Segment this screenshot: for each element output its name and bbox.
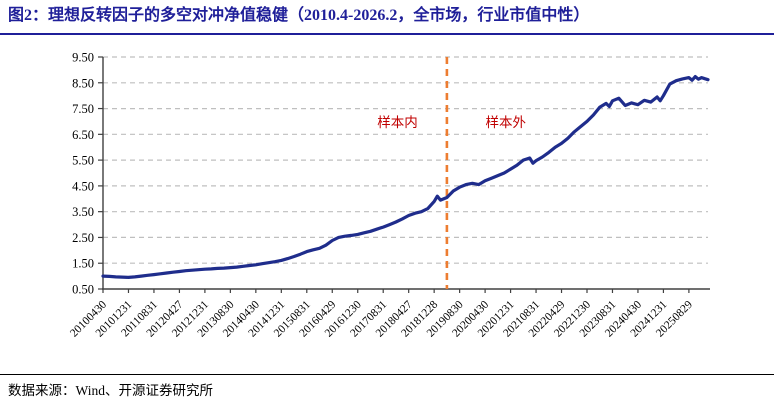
y-tick-label: 0.50 bbox=[72, 283, 94, 297]
data-source: 数据来源：Wind、开源证券研究所 bbox=[8, 383, 213, 398]
y-tick-label: 8.50 bbox=[72, 76, 94, 90]
net-value-line bbox=[101, 74, 710, 279]
y-tick-label: 1.50 bbox=[72, 257, 94, 271]
y-tick-label: 6.50 bbox=[72, 128, 94, 142]
y-tick-label: 3.50 bbox=[72, 205, 94, 219]
footer-divider bbox=[0, 374, 774, 375]
in-sample-label: 样本内 bbox=[377, 115, 418, 130]
out-of-sample-label: 样本外 bbox=[486, 115, 527, 130]
y-tick-label: 5.50 bbox=[72, 154, 94, 168]
figure-title: 图2：理想反转因子的多空对冲净值稳健（2010.4-2026.2，全市场，行业市… bbox=[8, 7, 590, 24]
y-tick-label: 4.50 bbox=[72, 179, 94, 193]
y-tick-label: 9.50 bbox=[72, 51, 94, 65]
y-tick-label: 7.50 bbox=[72, 102, 94, 116]
title-underline bbox=[0, 33, 774, 35]
y-tick-label: 2.50 bbox=[72, 231, 94, 245]
